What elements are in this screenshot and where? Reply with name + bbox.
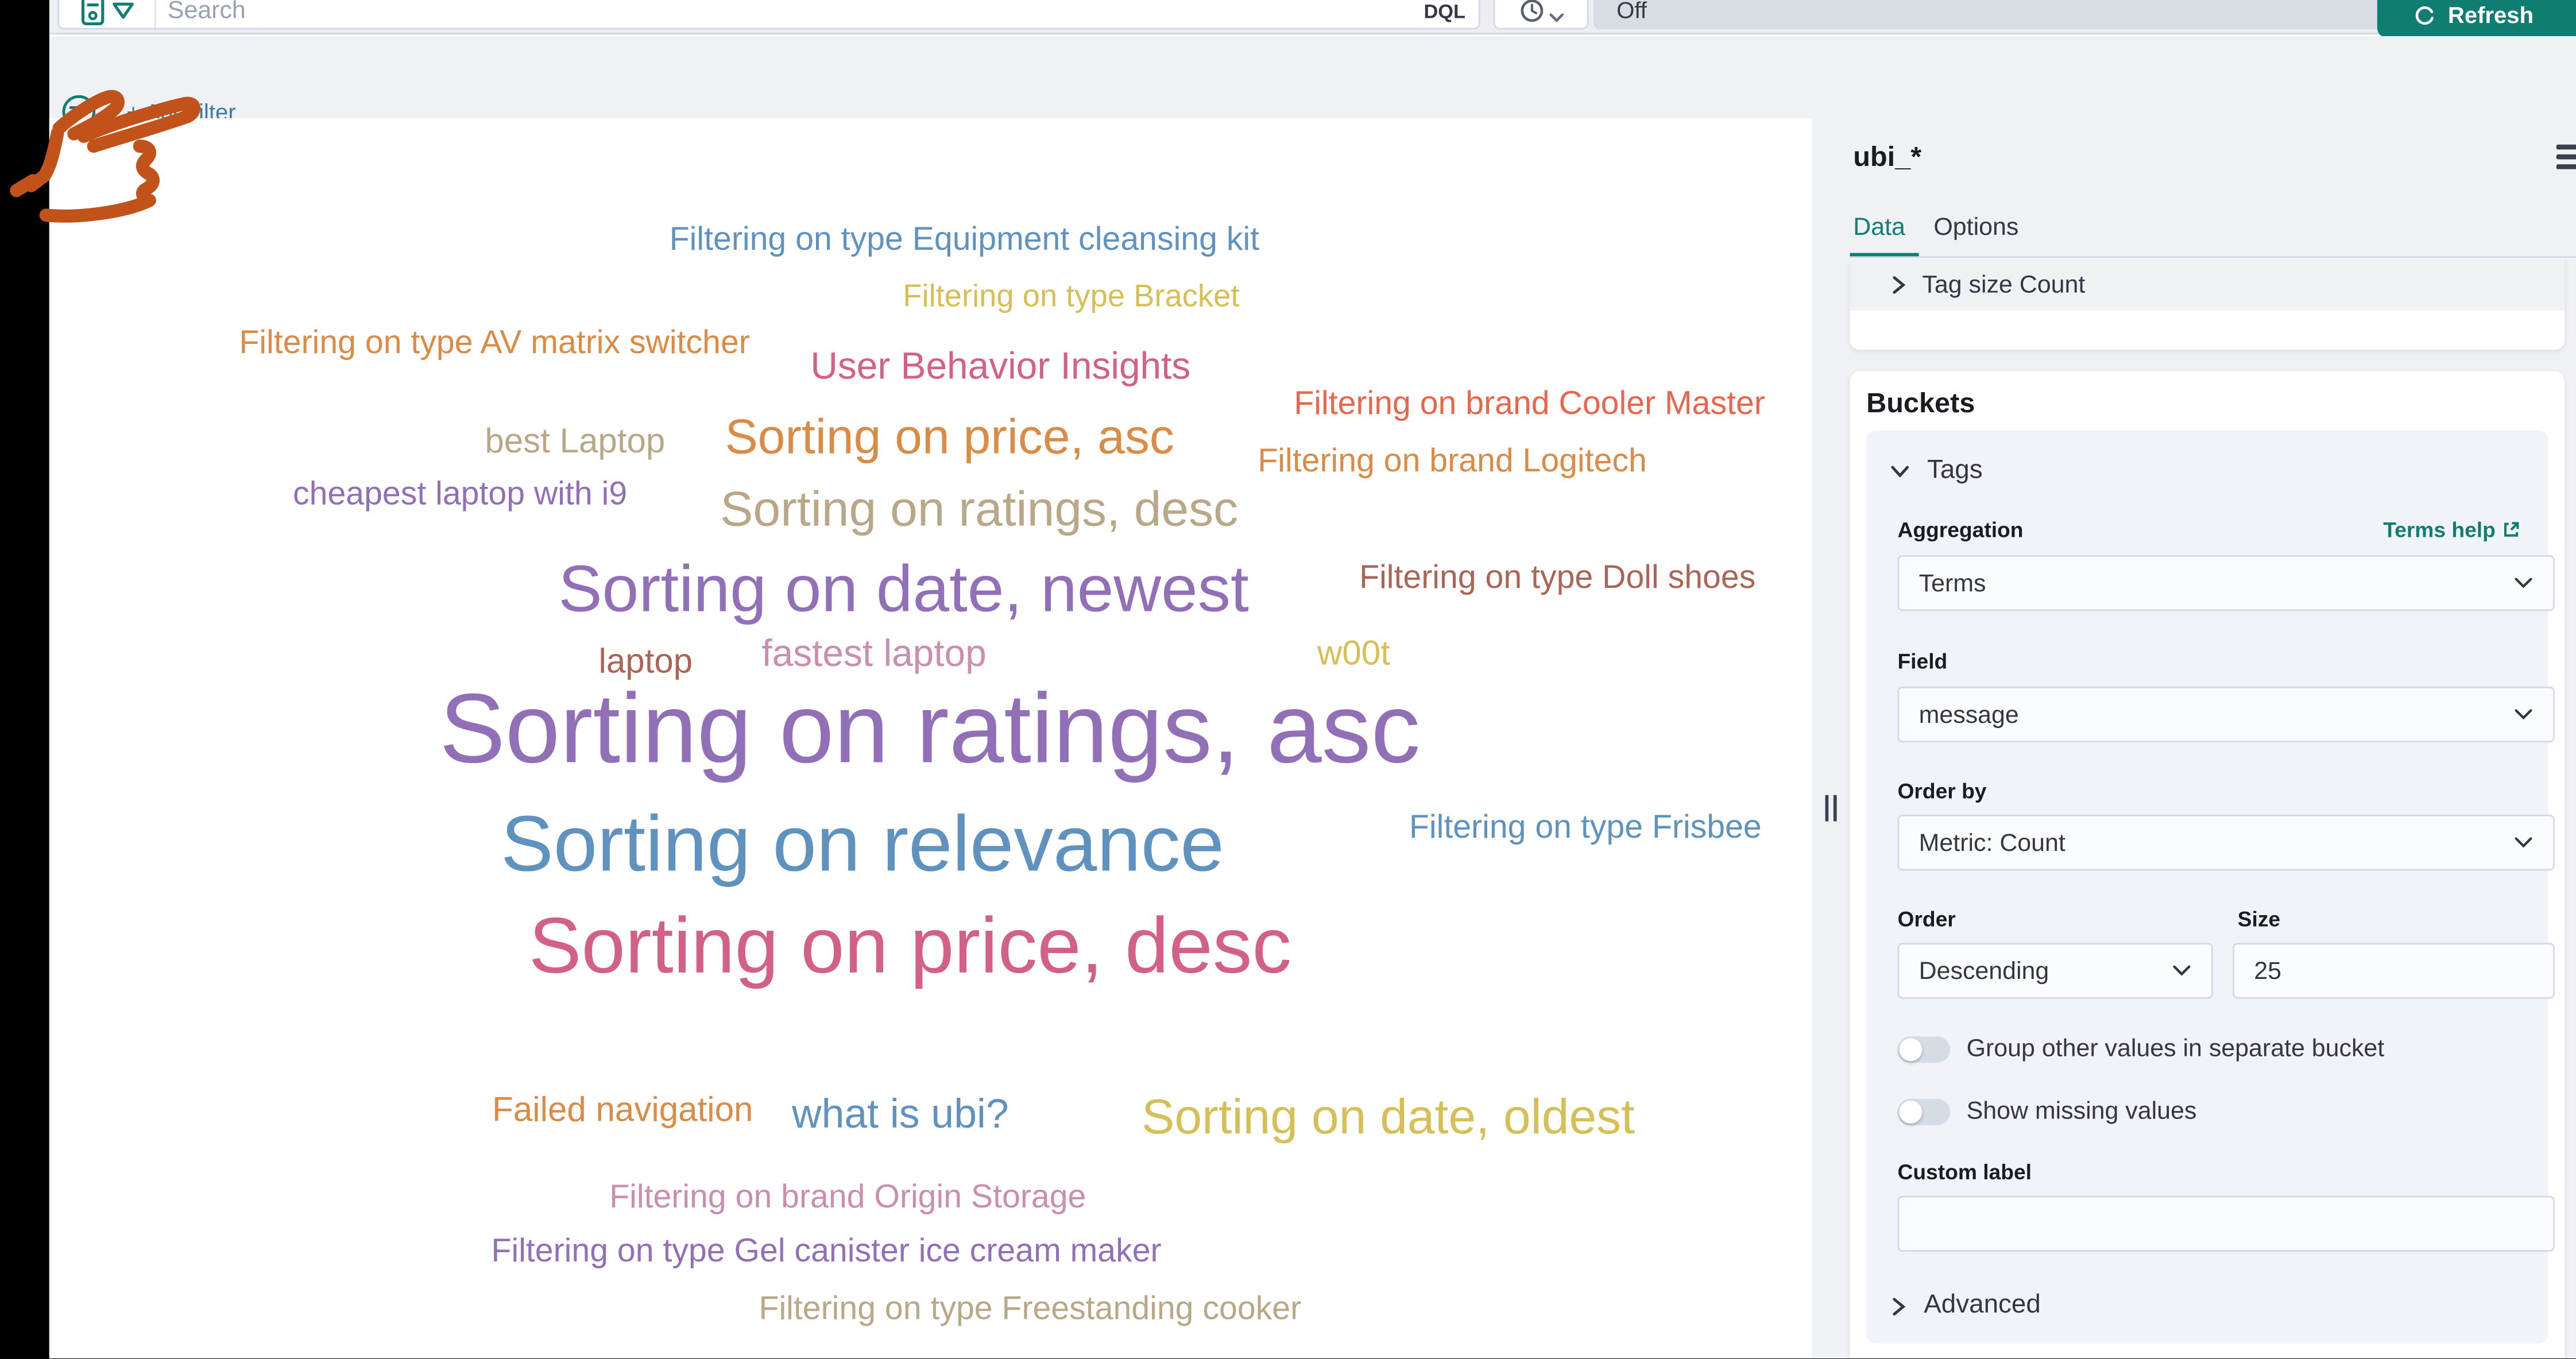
- group-other-toggle-label: Group other values in separate bucket: [1966, 1035, 2385, 1063]
- index-pattern-title: ubi_*: [1853, 141, 1922, 173]
- vis-editor-panel: ubi_* Data Options Tag size Count Bucket…: [1850, 118, 2576, 1359]
- chevron-down-icon: [111, 2, 133, 18]
- show-missing-toggle[interactable]: [1897, 1098, 1951, 1125]
- order-select[interactable]: Descending: [1897, 943, 2213, 999]
- tab-options[interactable]: Options: [1933, 213, 2019, 242]
- metrics-card: Tag size Count: [1850, 258, 2565, 350]
- aggregation-label: Aggregation: [1897, 517, 2024, 543]
- chevron-right-icon: [1893, 275, 1906, 293]
- tagcloud-word[interactable]: w00t: [1317, 634, 1390, 673]
- tagcloud-word[interactable]: Sorting on price, desc: [528, 903, 1292, 991]
- metric-accordion-label: Tag size Count: [1922, 270, 2086, 299]
- tagcloud-word[interactable]: Filtering on brand Cooler Master: [1294, 386, 1765, 423]
- search-input[interactable]: Search DQL: [57, 0, 1480, 30]
- tagcloud-word[interactable]: Sorting on date, newest: [558, 553, 1249, 626]
- custom-label-input[interactable]: [1897, 1195, 2555, 1252]
- search-placeholder: Search: [167, 0, 246, 25]
- chevron-down-icon: [2173, 965, 2191, 976]
- terms-help-label: Terms help: [2383, 517, 2496, 543]
- panel-divider: [1850, 256, 2576, 258]
- order-by-value: Metric: Count: [1919, 828, 2066, 857]
- tagcloud-word[interactable]: Filtering on type AV matrix switcher: [239, 325, 750, 362]
- filter-divider: [102, 110, 118, 114]
- tagcloud-word[interactable]: Sorting on ratings, desc: [720, 483, 1239, 537]
- size-label: Size: [2237, 907, 2281, 932]
- tagcloud-word[interactable]: Sorting on date, oldest: [1142, 1090, 1635, 1145]
- tagcloud-word[interactable]: Filtering on brand Logitech: [1258, 443, 1647, 480]
- chevron-down-icon: [1549, 13, 1563, 22]
- tagcloud-word[interactable]: fastest laptop: [761, 632, 987, 675]
- chevron-down-icon: [2515, 837, 2532, 848]
- terms-help-link[interactable]: Terms help: [2383, 517, 2520, 542]
- size-input[interactable]: [2233, 943, 2555, 999]
- tags-bucket-panel: Tags Aggregation Terms help Terms: [1866, 430, 2555, 1344]
- tagcloud-word[interactable]: laptop: [598, 643, 693, 681]
- chevron-right-icon: [1893, 1297, 1906, 1315]
- clock-icon: [1520, 0, 1542, 22]
- order-value: Descending: [1919, 957, 2049, 985]
- tagcloud-word[interactable]: best Laptop: [485, 423, 666, 461]
- refresh-button[interactable]: Refresh: [2377, 0, 2576, 38]
- resize-handle-icon[interactable]: [1822, 795, 1839, 826]
- tagcloud-word[interactable]: Filtering on type Freestanding cooker: [759, 1291, 1302, 1327]
- buckets-card: Buckets Tags Aggregation Terms help: [1850, 371, 2565, 1359]
- order-by-select[interactable]: Metric: Count: [1897, 815, 2555, 871]
- auto-refresh-section[interactable]: Off: [1593, 0, 2377, 30]
- auto-refresh-status: Off: [1616, 0, 1647, 24]
- aggregation-select[interactable]: Terms: [1897, 555, 2555, 611]
- query-bar: Search DQL Off Refresh: [0, 0, 2576, 38]
- saved-query-icon: [80, 0, 103, 25]
- tab-data[interactable]: Data: [1853, 213, 1905, 242]
- left-black-band: [0, 0, 49, 1359]
- external-link-icon: [2504, 522, 2519, 537]
- tagcloud-word[interactable]: Filtering on type Equipment cleansing ki…: [669, 222, 1260, 258]
- buckets-section-title: Buckets: [1866, 388, 1975, 419]
- field-label: Field: [1897, 649, 1948, 674]
- tagcloud-word[interactable]: cheapest laptop with i9: [293, 476, 628, 513]
- order-label: Order: [1897, 907, 1956, 932]
- refresh-button-label: Refresh: [2447, 1, 2534, 28]
- tagcloud-word[interactable]: Failed navigation: [492, 1091, 753, 1129]
- metric-accordion[interactable]: Tag size Count: [1850, 258, 2565, 311]
- tags-accordion-label: Tags: [1927, 456, 1983, 485]
- tags-accordion[interactable]: Tags: [1889, 456, 1983, 486]
- tagcloud-word[interactable]: Filtering on type Gel canister ice cream…: [491, 1233, 1162, 1270]
- tagcloud-word[interactable]: Sorting on price, asc: [725, 411, 1174, 465]
- panel-resizer[interactable]: [1812, 118, 1850, 1359]
- tagcloud-word[interactable]: Sorting on relevance: [501, 802, 1224, 889]
- active-tab-underline: [1850, 253, 1919, 258]
- tagcloud-word[interactable]: Filtering on brand Origin Storage: [609, 1179, 1086, 1216]
- advanced-accordion[interactable]: Advanced: [1889, 1291, 2041, 1321]
- tagcloud-word[interactable]: Filtering on type Bracket: [903, 280, 1240, 315]
- tagcloud-word[interactable]: Filtering on type Frisbee: [1409, 810, 1762, 846]
- menu-icon[interactable]: [2556, 144, 2576, 174]
- tagcloud-word[interactable]: Filtering on type Doll shoes: [1359, 560, 1756, 597]
- order-by-label: Order by: [1897, 779, 1987, 804]
- filter-bar: + Add filter: [0, 36, 2576, 129]
- chevron-down-icon: [1891, 466, 1909, 478]
- tagcloud-canvas: Filtering on type Equipment cleansing ki…: [49, 118, 1812, 1359]
- chevron-down-icon: [2515, 709, 2532, 720]
- refresh-icon: [2415, 6, 2434, 25]
- tagcloud-word[interactable]: what is ubi?: [791, 1091, 1009, 1138]
- aggregation-value: Terms: [1919, 569, 1986, 597]
- group-other-toggle-row: Group other values in separate bucket: [1897, 1035, 2384, 1063]
- tagcloud-word[interactable]: User Behavior Insights: [810, 344, 1191, 387]
- query-language-button[interactable]: DQL: [1424, 0, 1466, 24]
- date-picker-button[interactable]: [1493, 0, 1589, 30]
- saved-query-menu[interactable]: [59, 0, 156, 28]
- custom-label-label: Custom label: [1897, 1159, 2032, 1184]
- chevron-down-icon: [2515, 578, 2532, 588]
- show-missing-toggle-label: Show missing values: [1966, 1097, 2197, 1125]
- show-missing-toggle-row: Show missing values: [1897, 1097, 2196, 1125]
- group-other-toggle[interactable]: [1897, 1035, 1951, 1062]
- field-value: message: [1919, 700, 2019, 729]
- advanced-accordion-label: Advanced: [1924, 1291, 2041, 1319]
- field-select[interactable]: message: [1897, 686, 2555, 743]
- tagcloud-word[interactable]: Sorting on ratings, asc: [439, 673, 1421, 784]
